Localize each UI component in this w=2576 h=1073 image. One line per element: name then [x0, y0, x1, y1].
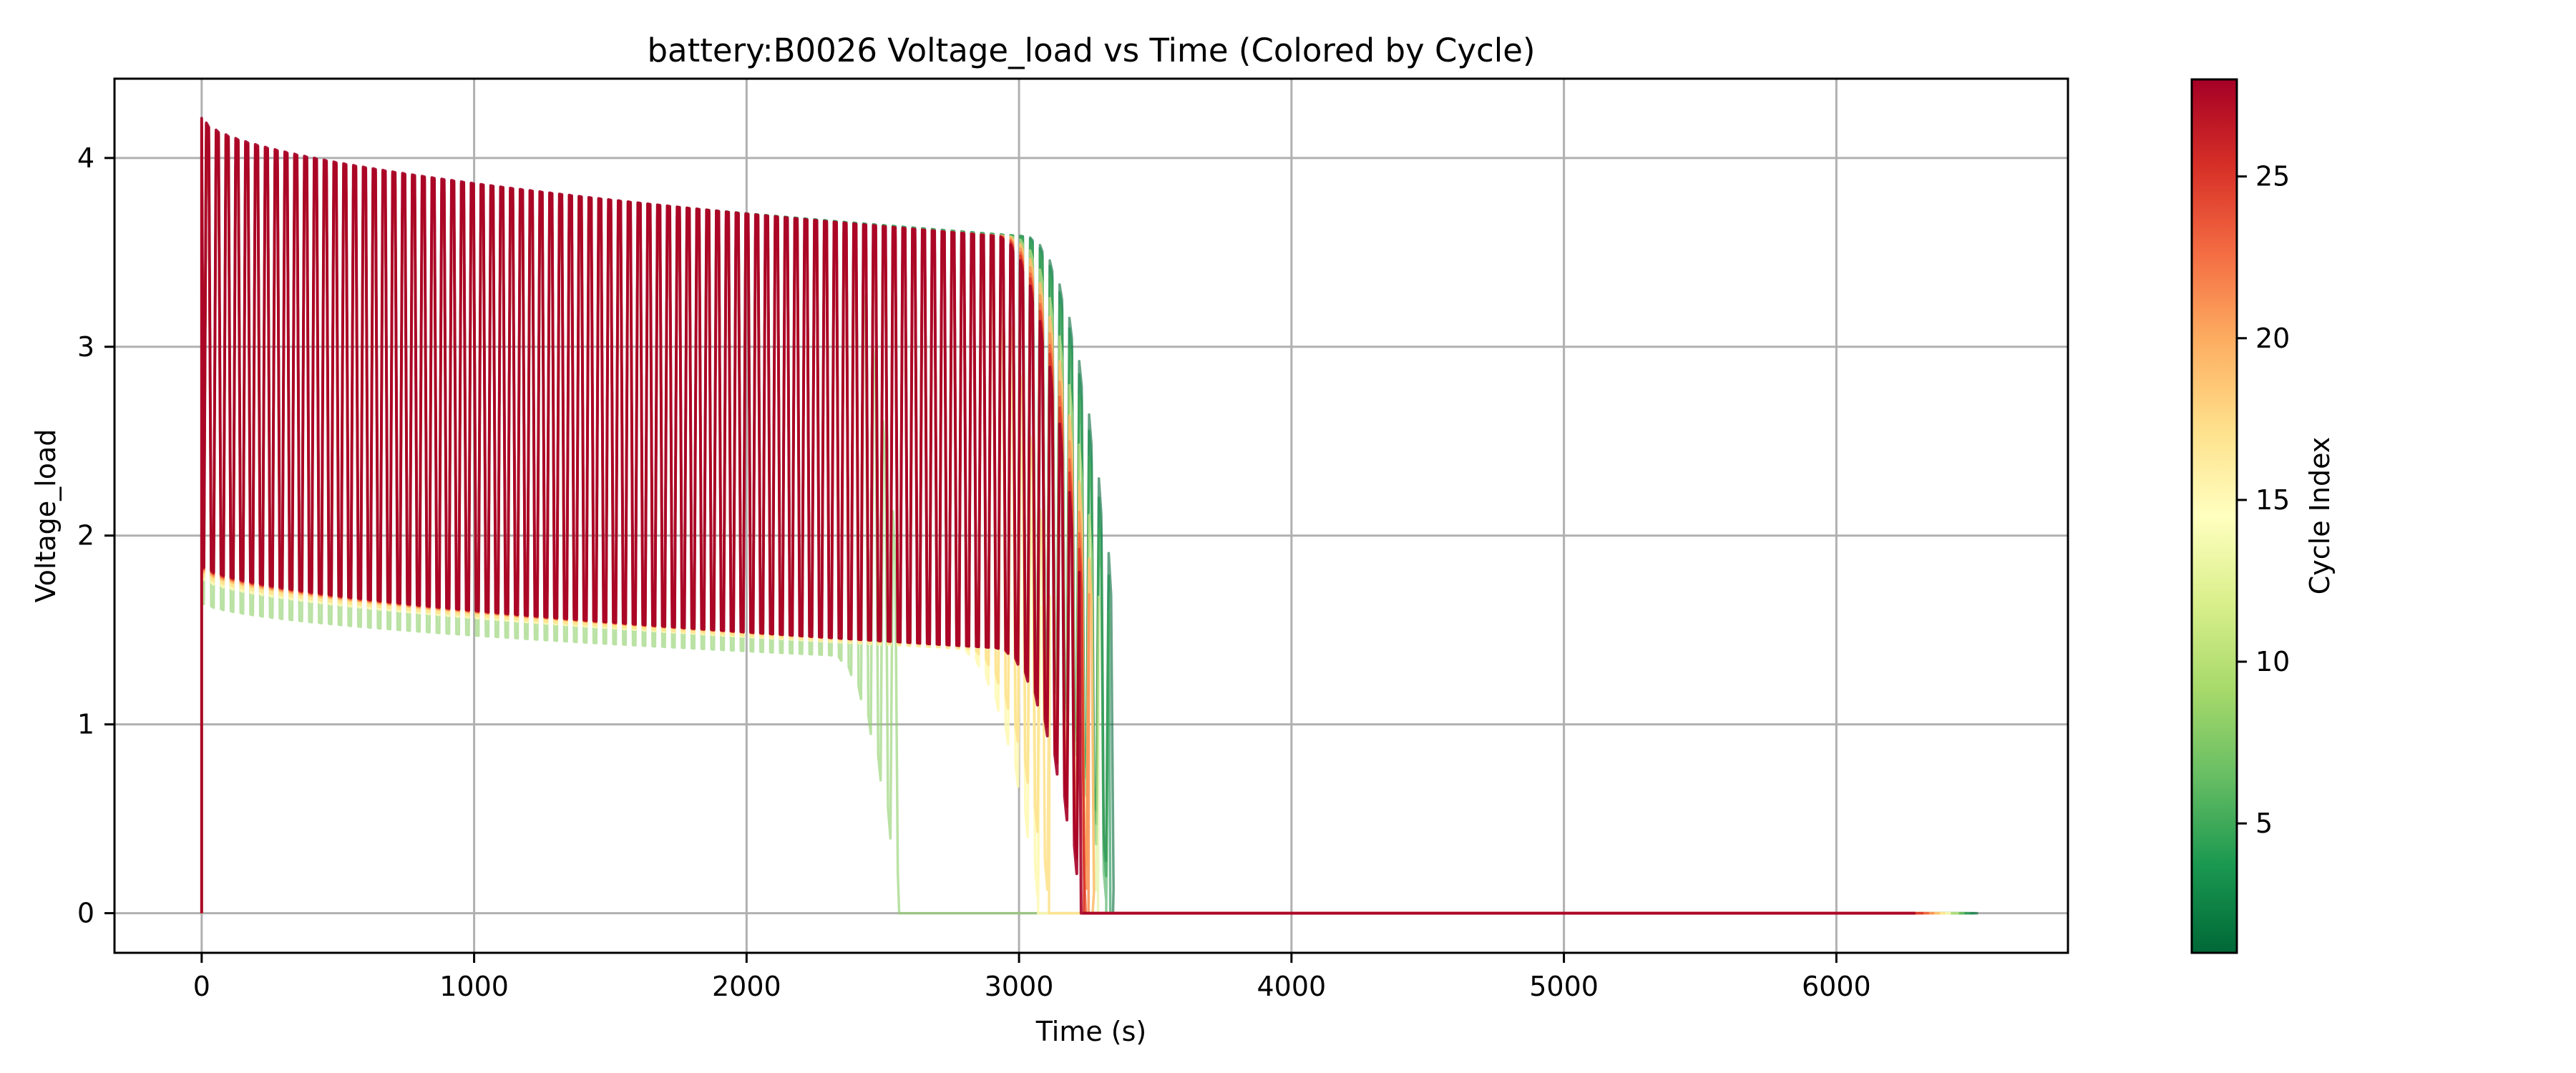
plot-frame: [113, 77, 2069, 954]
colorbar-gradient: [2190, 78, 2238, 954]
y-tick-label-4: 4: [77, 142, 94, 174]
axis-ticks: 0 1000 2000 3000 4000 5000 6000 0 1 2 3 4: [77, 142, 1871, 1002]
x-tick-label-4: 4000: [1257, 971, 1326, 1002]
colorbar-tick-label-0: 5: [2255, 808, 2273, 839]
y-tick-label-1: 1: [77, 709, 94, 740]
colorbar: 5 10 15 20 25 Cycle Index: [2190, 78, 2336, 954]
series-line-cycle-28: [200, 117, 1916, 915]
colorbar-label: Cycle Index: [2304, 437, 2336, 595]
colorbar-tick-label-1: 10: [2255, 646, 2290, 677]
x-tick-label-0: 0: [193, 971, 210, 1002]
x-tick-label-5: 5000: [1529, 971, 1599, 1002]
series-lines: [200, 117, 1979, 915]
y-axis-label: Voltage_load: [30, 429, 62, 603]
x-axis-label: Time (s): [1035, 1016, 1147, 1047]
x-tick-label-3: 3000: [985, 971, 1054, 1002]
x-tick-label-2: 2000: [712, 971, 781, 1002]
x-tick-label-1: 1000: [439, 971, 509, 1002]
y-tick-label-3: 3: [77, 331, 94, 363]
colorbar-tick-label-3: 20: [2255, 323, 2290, 354]
colorbar-tick-label-4: 25: [2255, 161, 2290, 192]
x-tick-label-6: 6000: [1802, 971, 1871, 1002]
y-tick-label-0: 0: [77, 898, 94, 929]
y-tick-label-2: 2: [77, 520, 94, 552]
colorbar-tick-label-2: 15: [2255, 484, 2290, 516]
chart-title: battery:B0026 Voltage_load vs Time (Colo…: [647, 31, 1535, 69]
colorbar-ticks: 5 10 15 20 25: [2237, 161, 2290, 839]
